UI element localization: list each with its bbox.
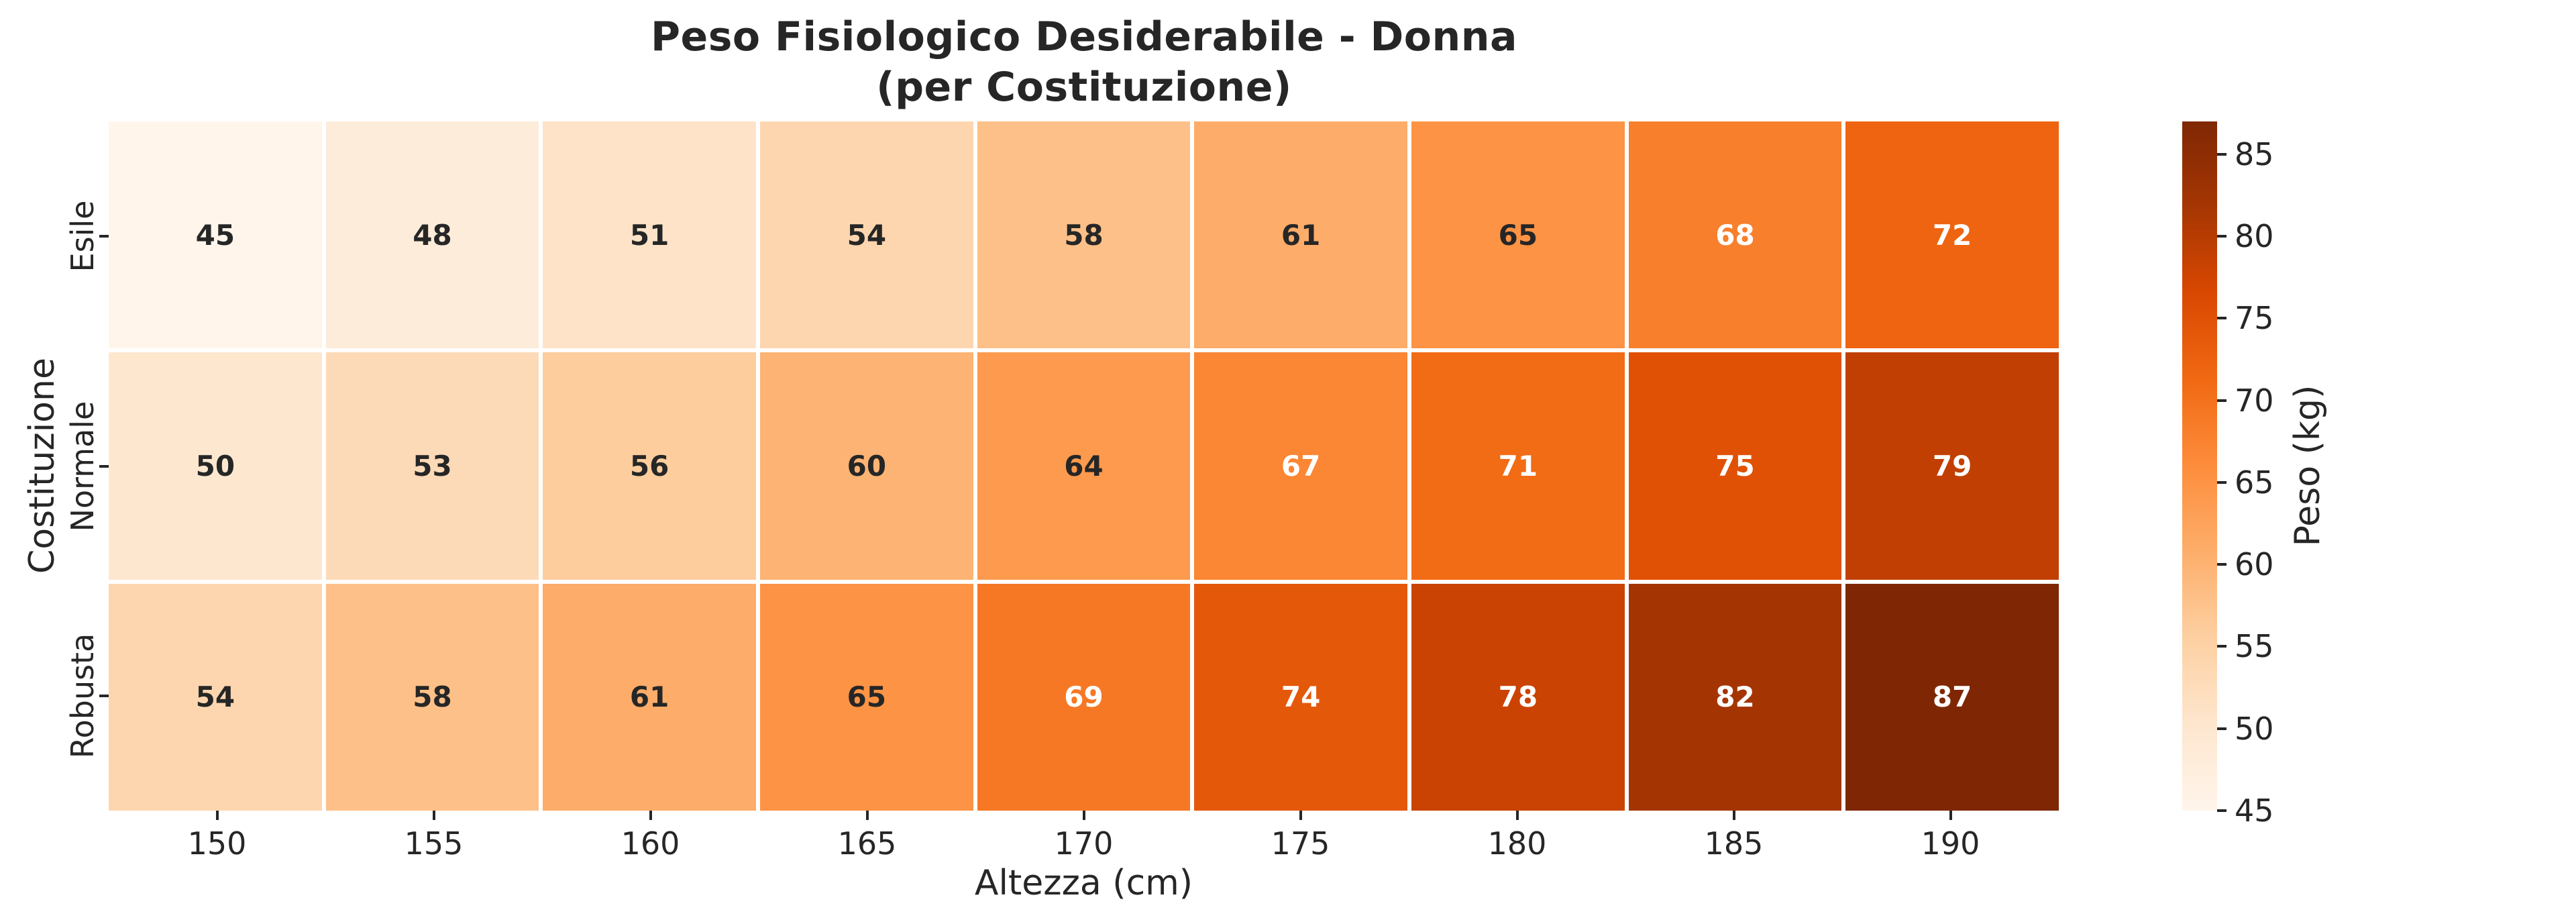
heatmap-cell: 45 — [109, 121, 322, 349]
colorbar-tick-mark — [2217, 317, 2226, 320]
heatmap-cell: 68 — [1628, 121, 1842, 349]
x-tick-mark — [865, 811, 869, 820]
heatmap-cell: 54 — [759, 121, 973, 349]
chart-title-line2: (per Costituzione) — [876, 64, 1292, 111]
y-tick-mark — [99, 235, 109, 238]
heatmap-cell: 65 — [759, 583, 973, 811]
y-tick-label: Esile — [64, 200, 101, 272]
heatmap-cell: 75 — [1628, 352, 1842, 580]
heatmap-cell: 79 — [1845, 352, 2059, 580]
x-tick-label: 175 — [1271, 825, 1330, 862]
colorbar-tick-mark — [2217, 727, 2226, 730]
x-tick-mark — [215, 811, 219, 820]
heatmap-cell: 61 — [1194, 121, 1407, 349]
heatmap-cell: 72 — [1845, 121, 2059, 349]
heatmap-cell: 60 — [759, 352, 973, 580]
colorbar-tick-mark — [2217, 235, 2226, 238]
heatmap-cell: 74 — [1194, 583, 1407, 811]
colorbar-tick-label: 65 — [2235, 464, 2274, 501]
colorbar-tick-label: 70 — [2235, 382, 2274, 419]
x-tick-mark — [1515, 811, 1519, 820]
colorbar-tick-label: 55 — [2235, 628, 2274, 665]
heatmap-cell: 53 — [325, 352, 539, 580]
y-axis-label: Costituzione — [22, 358, 62, 574]
colorbar-tick-label: 80 — [2235, 218, 2274, 255]
colorbar-label: Peso (kg) — [2288, 385, 2328, 547]
chart-title: Peso Fisiologico Desiderabile - Donna (p… — [413, 12, 1755, 113]
heatmap-cell: 67 — [1194, 352, 1407, 580]
x-tick-label: 170 — [1054, 825, 1114, 862]
colorbar-tick-label: 85 — [2235, 136, 2274, 172]
y-tick-mark — [99, 694, 109, 697]
x-tick-mark — [1949, 811, 1952, 820]
heatmap-cell: 69 — [977, 583, 1191, 811]
heatmap-cell: 56 — [543, 352, 756, 580]
x-axis-label: Altezza (cm) — [974, 863, 1193, 903]
y-tick-label: Robusta — [64, 633, 101, 759]
heatmap-cell: 78 — [1411, 583, 1625, 811]
colorbar-tick-mark — [2217, 480, 2226, 484]
heatmap-grid: 45 48 51 54 58 61 65 68 72 50 53 56 60 64 67 71 75 79 54 58… — [109, 121, 2059, 811]
x-tick-mark — [1082, 811, 1085, 820]
colorbar-tick-mark — [2217, 645, 2226, 648]
heatmap-cell: 71 — [1411, 352, 1625, 580]
y-tick-mark — [99, 464, 109, 468]
colorbar-tick-label: 75 — [2235, 300, 2274, 337]
heatmap-cell: 65 — [1411, 121, 1625, 349]
x-tick-mark — [649, 811, 652, 820]
colorbar-tick-label: 60 — [2235, 546, 2274, 583]
x-tick-label: 165 — [837, 825, 897, 862]
colorbar-tick-label: 45 — [2235, 793, 2274, 829]
x-tick-mark — [1732, 811, 1735, 820]
y-tick-label: Normale — [64, 401, 101, 531]
x-tick-label: 155 — [404, 825, 464, 862]
colorbar-tick-label: 50 — [2235, 710, 2274, 747]
x-tick-mark — [1299, 811, 1302, 820]
colorbar-tick-mark — [2217, 152, 2226, 156]
colorbar-tick-mark — [2217, 399, 2226, 402]
heatmap-cell: 87 — [1845, 583, 2059, 811]
heatmap-cell: 54 — [109, 583, 322, 811]
heatmap-cell: 58 — [977, 121, 1191, 349]
heatmap-cell: 82 — [1628, 583, 1842, 811]
x-tick-label: 180 — [1487, 825, 1547, 862]
x-tick-label: 190 — [1921, 825, 1980, 862]
x-tick-label: 185 — [1704, 825, 1764, 862]
heatmap-cell: 51 — [543, 121, 756, 349]
heatmap-cell: 48 — [325, 121, 539, 349]
x-tick-mark — [432, 811, 435, 820]
x-tick-label: 160 — [621, 825, 680, 862]
chart-title-line1: Peso Fisiologico Desiderabile - Donna — [651, 13, 1517, 60]
heatmap-cell: 61 — [543, 583, 756, 811]
heatmap-cell: 50 — [109, 352, 322, 580]
heatmap-cell: 64 — [977, 352, 1191, 580]
colorbar-tick-mark — [2217, 563, 2226, 566]
x-tick-label: 150 — [187, 825, 247, 862]
colorbar-tick-mark — [2217, 809, 2226, 812]
heatmap-cell: 58 — [325, 583, 539, 811]
colorbar — [2182, 121, 2217, 811]
